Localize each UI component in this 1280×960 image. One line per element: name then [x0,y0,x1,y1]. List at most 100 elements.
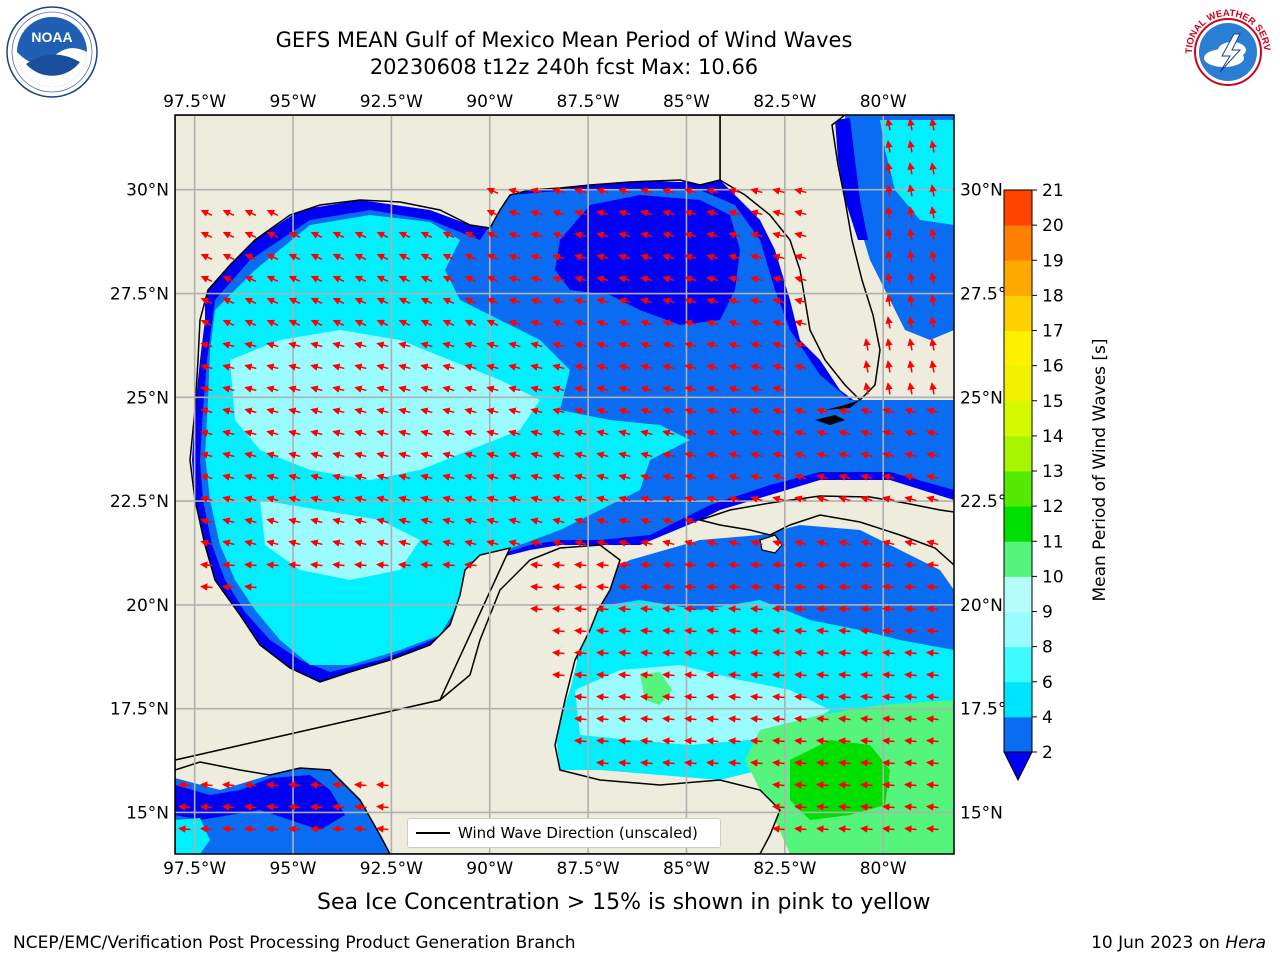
wind-wave-arrow [772,781,785,789]
wind-wave-arrow [486,319,499,327]
tick-labels: 97.5°W 97.5°W 95°W 95°W 92.5°W 92.5°W 90°W 90°W… [110,92,1019,879]
wind-wave-arrow [332,473,345,481]
wind-wave-arrow [486,231,499,239]
wind-wave-arrow [376,429,389,437]
noaa-logo-text: NOAA [31,29,72,45]
wind-wave-arrow [486,275,499,283]
wind-wave-arrow [794,825,807,833]
footer-date: 10 Jun 2023 on Hera [1091,933,1266,953]
wind-wave-arrow [376,473,389,481]
wind-wave-arrow [684,363,697,371]
wind-wave-arrow [772,451,785,459]
wind-wave-arrow [442,407,455,415]
wind-wave-arrow [266,341,279,349]
wind-wave-arrow [530,451,543,459]
wind-wave-arrow [750,759,763,767]
wind-wave-arrow [904,649,917,657]
wind-wave-arrow [838,451,851,459]
wind-wave-arrow [904,803,917,811]
wind-wave-arrow [310,517,323,525]
wind-wave-arrow [618,715,631,723]
wind-wave-arrow [552,583,565,591]
wind-wave-arrow [552,561,565,569]
wind-wave-arrow [552,341,565,349]
wind-wave-arrow [662,253,675,261]
wind-wave-arrow [929,162,937,175]
wind-wave-arrow [772,319,785,327]
wind-wave-arrow [640,495,653,503]
wind-wave-arrow [640,473,653,481]
wind-wave-arrow [508,363,521,371]
bahamas-island [815,415,845,425]
wind-wave-arrow [552,627,565,635]
wind-wave-arrow [354,231,367,239]
wind-wave-arrow [706,649,719,657]
footer-date-text: 10 Jun 2023 on [1091,933,1226,953]
lat-tick-label: 15°N [960,803,1003,823]
wind-wave-arrow [398,385,411,393]
wind-wave-arrow [200,495,213,503]
wind-wave-arrow [750,605,763,613]
wind-wave-arrow [750,341,763,349]
colorbar-tick-label: 16 [1042,357,1064,377]
wind-wave-arrow [618,253,631,261]
wind-wave-arrow [552,517,565,525]
wind-wave-arrow [442,341,455,349]
wind-wave-arrow [574,319,587,327]
wind-wave-arrow [398,297,411,305]
wind-wave-arrow [838,407,851,415]
wind-wave-arrow [706,759,719,767]
wind-wave-arrow [222,539,235,547]
lon-tick-label: 92.5°W [360,859,423,879]
wind-wave-arrow [244,297,257,305]
wind-wave-arrow [596,737,609,745]
colorbar-segment [1004,716,1032,753]
wind-wave-arrow [618,759,631,767]
wind-wave-arrow [907,228,915,241]
wind-wave-arrow [574,231,587,239]
wind-wave-arrow [332,561,345,569]
wind-wave-arrow [442,363,455,371]
wind-wave-arrow [244,319,257,327]
wind-wave-arrow [904,561,917,569]
wind-wave-arrow [882,825,895,833]
nws-logo-icon: NATIONAL WEATHER SERVICE [1182,6,1273,97]
wind-wave-arrow [354,275,367,283]
wind-wave-arrow [310,561,323,569]
cuba-land [697,495,954,567]
wind-wave-arrow [596,759,609,767]
wind-wave-arrow [596,341,609,349]
wind-wave-arrow [222,517,235,525]
wind-wave-arrow [750,649,763,657]
wind-wave-arrow [772,253,785,261]
wind-wave-arrow [574,407,587,415]
wind-wave-arrow [530,231,543,239]
wind-wave-arrow [552,429,565,437]
noaa-logo-icon: NOAA [6,6,98,98]
wind-wave-arrow [266,319,279,327]
wind-wave-arrow [882,627,895,635]
wind-wave-arrow [618,605,631,613]
wind-wave-arrow [376,275,389,283]
wind-wave-arrow [530,275,543,283]
wind-wave-arrow [684,737,697,745]
wind-wave-arrow [662,341,675,349]
wind-wave-arrow [860,495,873,503]
wind-wave-arrow [929,140,937,153]
wind-wave-arrow [794,539,807,547]
wind-wave-arrow [376,297,389,305]
wind-wave-arrow [288,517,301,525]
wind-wave-arrow [662,583,675,591]
wind-wave-arrow [706,187,719,195]
wind-wave-arrow [816,627,829,635]
wind-wave-arrow [904,759,917,767]
wind-wave-arrow [486,187,499,195]
wind-wave-arrow [354,341,367,349]
wind-wave-arrow [838,825,851,833]
wind-wave-arrow [662,605,675,613]
wind-wave-arrow [398,253,411,261]
wind-wave-arrow [222,297,235,305]
wind-wave-arrow [684,561,697,569]
wind-wave-arrow [885,206,893,219]
